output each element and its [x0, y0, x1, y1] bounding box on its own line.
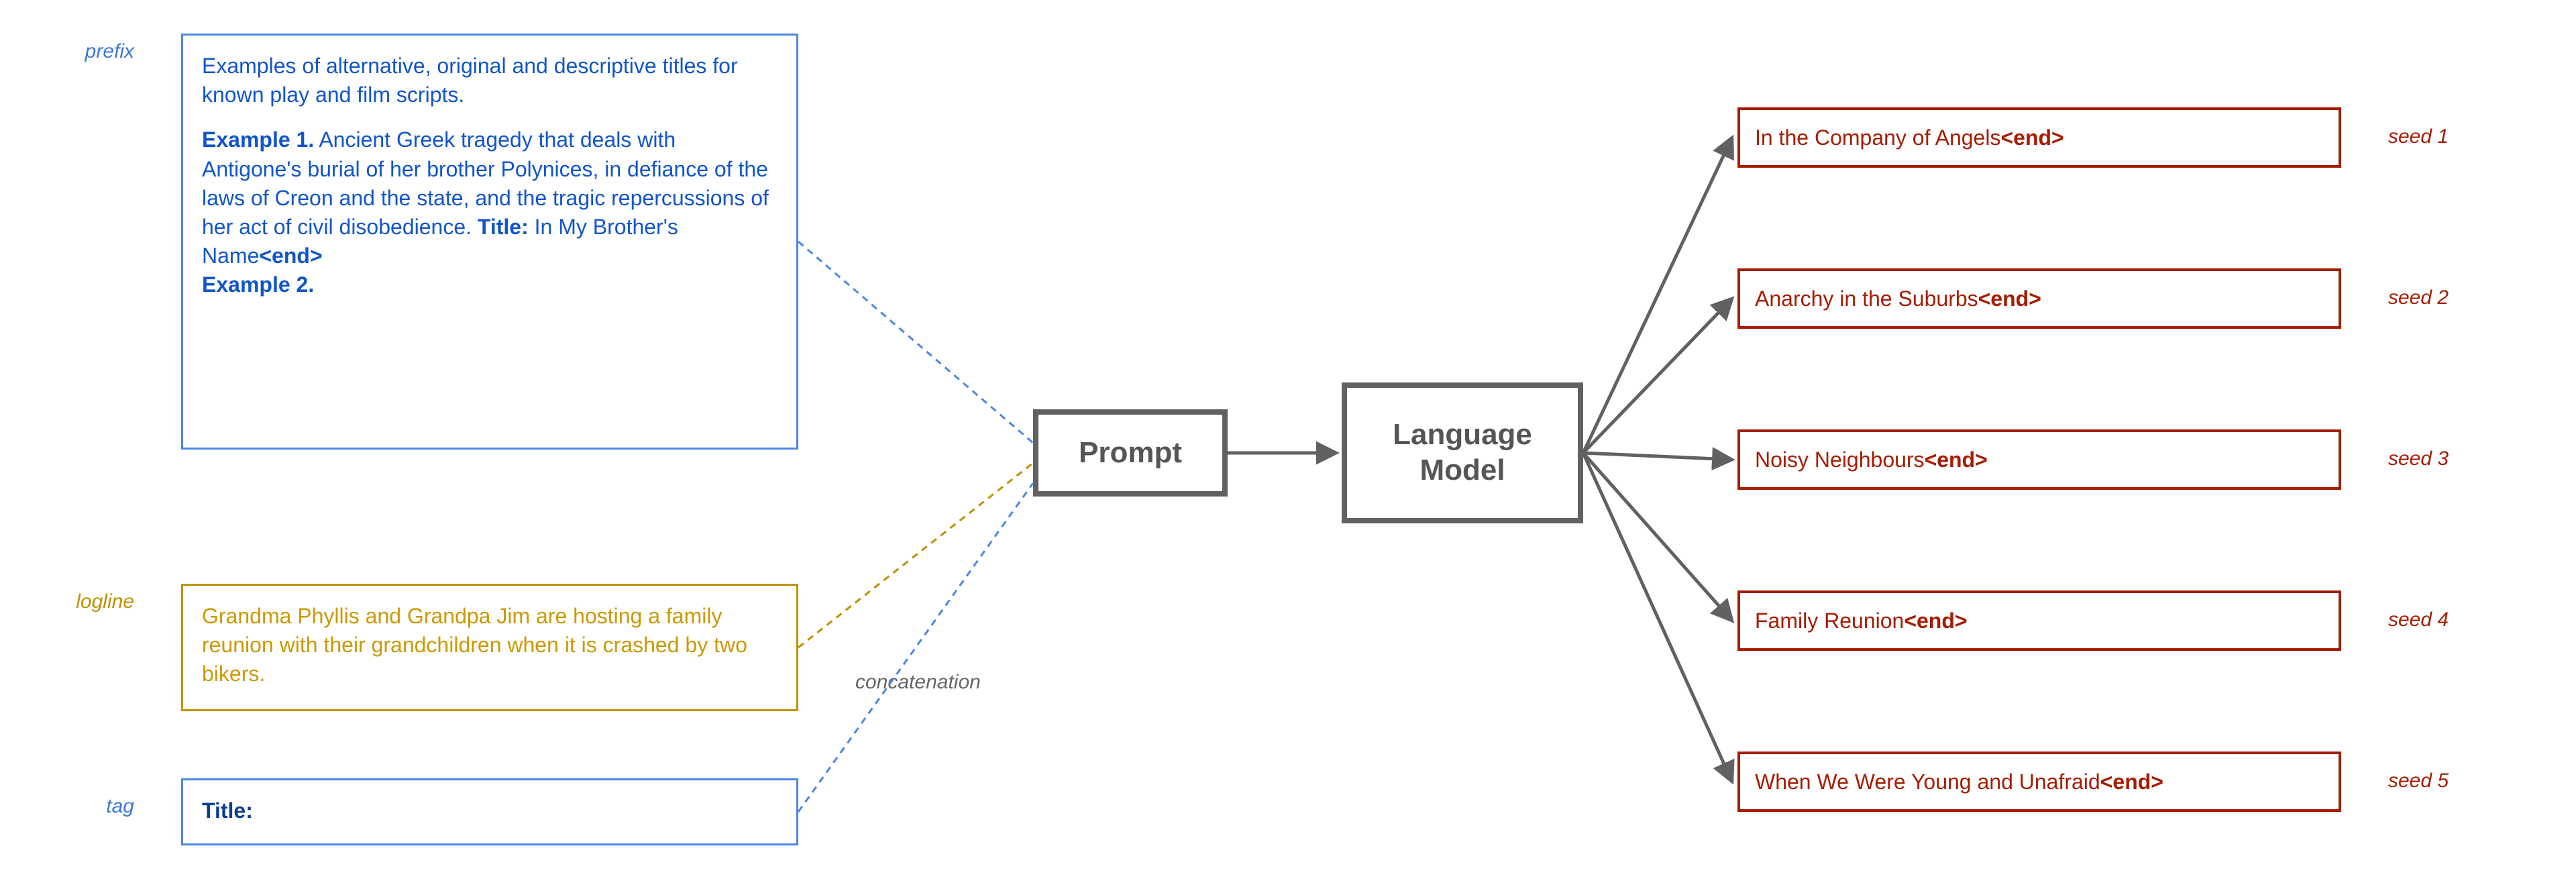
example1-title-label: Title:: [478, 215, 529, 239]
seed-label-1: seed 1: [2388, 125, 2449, 148]
seed-label-2: seed 2: [2388, 287, 2449, 309]
seed-label-4: seed 4: [2388, 609, 2449, 631]
output-text-5: When We Were Young and Unafraid: [1755, 770, 2100, 794]
output-box-1: In the Company of Angels<end>: [1737, 107, 2341, 168]
prompt-label: Prompt: [1079, 436, 1182, 470]
output-text-4: Family Reunion: [1755, 609, 1904, 633]
lm-line2: Model: [1393, 453, 1532, 488]
output-end-2: <end>: [1978, 287, 2041, 311]
output-box-2: Anarchy in the Suburbs<end>: [1737, 268, 2341, 329]
prefix-box: Examples of alternative, original and de…: [181, 34, 798, 450]
output-end-4: <end>: [1904, 609, 1967, 633]
prefix-example-1: Example 1. Ancient Greek tragedy that de…: [202, 125, 777, 270]
example2-label: Example 2.: [202, 270, 777, 299]
prefix-intro: Examples of alternative, original and de…: [202, 52, 777, 109]
tag-text: Title:: [202, 798, 253, 823]
label-tag: tag: [0, 795, 134, 818]
diagram-canvas: prefix logline tag Examples of alternati…: [0, 0, 2576, 879]
label-concatenation: concatenation: [855, 671, 981, 694]
output-box-4: Family Reunion<end>: [1737, 590, 2341, 651]
output-text-2: Anarchy in the Suburbs: [1755, 287, 1978, 311]
output-text-3: Noisy Neighbours: [1755, 448, 1925, 472]
output-end-3: <end>: [1925, 448, 1988, 472]
output-end-5: <end>: [2100, 770, 2163, 794]
label-prefix: prefix: [0, 40, 134, 63]
output-box-5: When We Were Young and Unafraid<end>: [1737, 752, 2341, 812]
logline-box: Grandma Phyllis and Grandpa Jim are host…: [181, 584, 798, 711]
tag-box: Title:: [181, 778, 798, 845]
example1-label: Example 1.: [202, 127, 314, 152]
lm-line1: Language: [1393, 417, 1532, 453]
label-logline: logline: [0, 590, 134, 613]
output-box-3: Noisy Neighbours<end>: [1737, 429, 2341, 490]
output-end-1: <end>: [2000, 125, 2063, 150]
logline-text: Grandma Phyllis and Grandpa Jim are host…: [202, 604, 747, 686]
seed-label-5: seed 5: [2388, 770, 2449, 792]
seed-label-3: seed 3: [2388, 448, 2449, 470]
example1-end: <end>: [259, 244, 322, 268]
prompt-node: Prompt: [1033, 409, 1228, 497]
language-model-node: Language Model: [1342, 382, 1583, 523]
output-text-1: In the Company of Angels: [1755, 125, 2000, 150]
